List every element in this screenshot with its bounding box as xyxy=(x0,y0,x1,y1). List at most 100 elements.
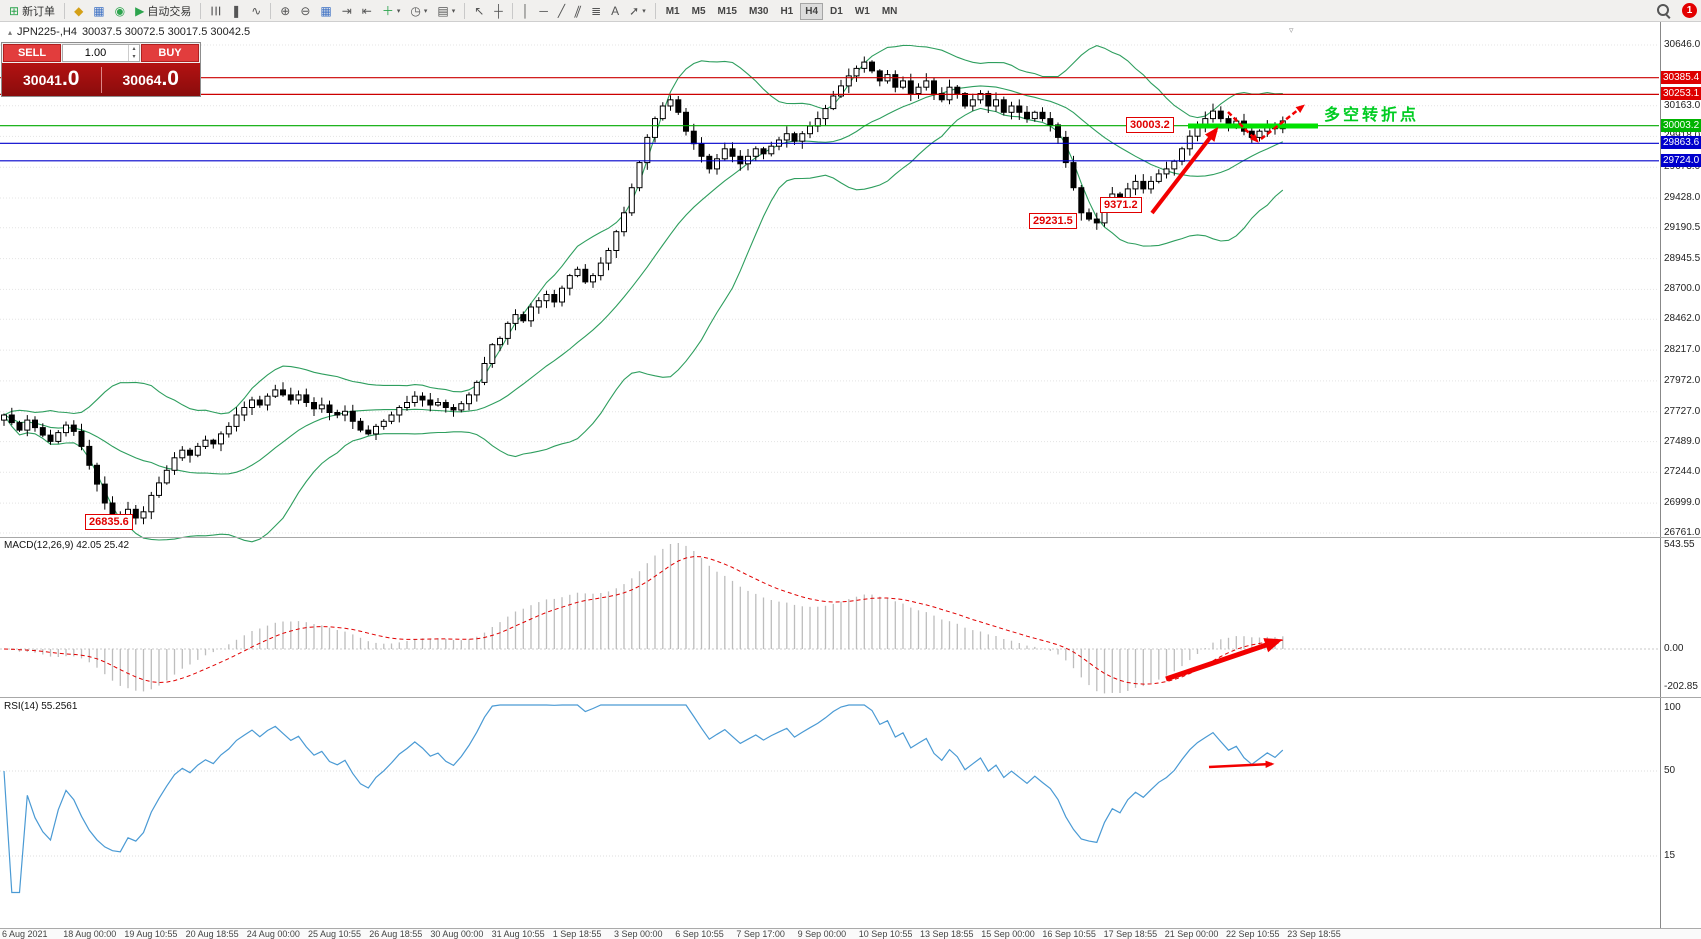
symbol-name: JPN225-,H4 xyxy=(17,26,77,38)
timeframe-W1[interactable]: W1 xyxy=(854,5,870,17)
annotation-breakout-price[interactable]: 30003.2 xyxy=(1126,117,1174,133)
price-tick: 27244.0 xyxy=(1664,466,1701,478)
channel-tool-button[interactable]: ∥ xyxy=(570,1,586,21)
data-window-button[interactable]: ▦ xyxy=(88,1,109,21)
new-order-button[interactable]: ⊞ 新订单 xyxy=(4,1,60,21)
buy-price[interactable]: 30064.0 xyxy=(102,62,201,97)
rsi-tick: 100 xyxy=(1664,702,1681,713)
price-tick: 28217.0 xyxy=(1664,344,1701,356)
chart-shift-button[interactable]: ⇤ xyxy=(357,1,377,21)
sell-price-main: 30041 xyxy=(23,72,62,88)
shapes-tool-button[interactable]: ➚ ▾ xyxy=(624,1,651,21)
price-tick: 28700.0 xyxy=(1664,283,1701,295)
level-lines-layer xyxy=(0,77,1659,162)
vertical-line-tool-button[interactable]: │ xyxy=(517,1,535,21)
panel-separator-macd[interactable] xyxy=(0,537,1701,538)
tile-windows-button[interactable]: ▦ xyxy=(315,1,336,21)
search-button[interactable] xyxy=(1651,1,1676,21)
notification-badge[interactable]: 1 xyxy=(1682,3,1697,18)
symbol-ohlc: 30037.5 30072.5 30017.5 30042.5 xyxy=(81,26,251,38)
time-tick: 18 Aug 00:00 xyxy=(63,929,117,939)
timeframe-D1[interactable]: D1 xyxy=(830,5,843,17)
time-tick: 17 Sep 18:55 xyxy=(1103,929,1158,939)
annotation-turning-point[interactable]: 多空转折点 xyxy=(1324,107,1420,124)
volume-input[interactable] xyxy=(63,47,128,59)
price-tick: 27727.0 xyxy=(1664,405,1701,417)
macd-tick: 543.55 xyxy=(1664,539,1695,550)
buy-price-main: 30064 xyxy=(122,72,162,88)
timeframe-M1[interactable]: M1 xyxy=(665,5,680,17)
indicators-button[interactable]: ＋ ▾ xyxy=(377,1,406,21)
time-tick: 13 Sep 18:55 xyxy=(920,929,974,939)
auto-scroll-icon: ⇥ xyxy=(341,3,352,18)
zoom-in-button[interactable]: ⊕ xyxy=(275,1,295,21)
crosshair-icon: ┼ xyxy=(494,3,503,18)
time-tick: 25 Aug 10:55 xyxy=(308,929,362,939)
time-tick: 23 Sep 18:55 xyxy=(1287,929,1341,939)
timeframe-M5[interactable]: M5 xyxy=(691,5,706,17)
time-axis[interactable]: 6 Aug 2021 18 Aug 00:00 19 Aug 10:55 20 Aug… xyxy=(0,928,1701,939)
price-tick: 30163.0 xyxy=(1664,99,1701,111)
symbol-header: ▴ JPN225-,H4 30037.5 30072.5 30017.5 300… xyxy=(8,26,250,38)
line-chart-mode-button[interactable]: ∿ xyxy=(246,1,266,21)
price-tick: 26761.0 xyxy=(1664,527,1701,538)
zoom-in-icon: ⊕ xyxy=(280,3,291,18)
panel-separator-rsi[interactable] xyxy=(0,697,1701,698)
timeframe-M15[interactable]: M15 xyxy=(717,5,737,17)
fibonacci-tool-button[interactable]: ≣ xyxy=(586,1,606,21)
time-tick: 6 Sep 10:55 xyxy=(675,929,724,939)
sell-price[interactable]: 30041.0 xyxy=(2,62,101,97)
rsi-layer xyxy=(3,704,1284,894)
cursor-tool-button[interactable]: ↖ xyxy=(469,1,489,21)
trade-prices-row: 30041.0 30064.0 xyxy=(2,63,200,96)
buy-button[interactable]: BUY xyxy=(141,44,199,62)
time-tick: 7 Sep 17:00 xyxy=(736,929,785,939)
templates-button[interactable]: ▤ ▾ xyxy=(432,1,460,21)
periods-button[interactable]: ◷ ▾ xyxy=(405,1,432,21)
price-tick: 29190.5 xyxy=(1664,221,1701,233)
time-tick: 1 Sep 18:55 xyxy=(552,929,602,939)
chevron-down-icon: ▾ xyxy=(451,7,456,15)
price-level-flag: 30385.4 xyxy=(1661,70,1701,84)
spinner-up-icon[interactable]: ▴ xyxy=(132,46,136,52)
clock-icon: ◷ xyxy=(410,3,421,18)
annotation-pullback-low[interactable]: 29231.5 xyxy=(1029,213,1077,229)
text-tool-button[interactable]: A xyxy=(606,1,624,21)
price-tick: 28462.0 xyxy=(1664,313,1701,325)
spinner-down-icon[interactable]: ▾ xyxy=(132,54,136,60)
horizontal-line-tool-button[interactable]: ─ xyxy=(534,1,553,21)
time-tick: 3 Sep 00:00 xyxy=(614,929,663,939)
annotation-swing-low[interactable]: 26835.6 xyxy=(85,514,133,530)
timeframe-H1[interactable]: H1 xyxy=(780,5,794,17)
timeframe-H4[interactable]: H4 xyxy=(800,2,824,20)
annotation-retrace-price[interactable]: 9371.2 xyxy=(1100,197,1142,213)
rsi-tick: 15 xyxy=(1664,850,1676,861)
autotrading-button[interactable]: ▶ 自动交易 xyxy=(130,1,196,21)
trendline-tool-button[interactable]: ╱ xyxy=(553,1,570,21)
navigator-button[interactable]: ◉ xyxy=(110,1,130,21)
macd-indicator-label: MACD(12,26,9) 42.05 25.42 xyxy=(4,540,130,551)
price-axis[interactable]: 30646.030163.029918.029673.029428.029190… xyxy=(1660,22,1701,928)
auto-scroll-button[interactable]: ⇥ xyxy=(337,1,357,21)
tile-windows-icon: ▦ xyxy=(320,3,332,18)
chevron-down-icon: ▾ xyxy=(396,7,401,15)
toolbar: ⊞ 新订单 ◆ ▦ ◉ ▶ 自动交易 ☰ ❚ ∿ ⊕ ⊖ ▦ ⇥ ⇤ ＋ ▾ ◷ ▾… xyxy=(0,0,1701,22)
horizontal-line-icon: ─ xyxy=(539,3,548,18)
bar-chart-mode-button[interactable]: ☰ xyxy=(205,1,226,21)
candlestick-mode-button[interactable]: ❚ xyxy=(226,1,246,21)
timeframe-group: M1 M5 M15 M30 H1 H4 D1 W1 MN xyxy=(660,2,904,20)
timeframe-M30[interactable]: M30 xyxy=(748,5,769,17)
autotrading-label: 自动交易 xyxy=(147,5,192,18)
zoom-out-button[interactable]: ⊖ xyxy=(295,1,315,21)
time-tick: 19 Aug 10:55 xyxy=(124,929,178,939)
toolbar-separator xyxy=(270,2,272,19)
time-tick: 20 Aug 18:55 xyxy=(185,929,239,939)
market-watch-button[interactable]: ◆ xyxy=(69,1,88,21)
crosshair-tool-button[interactable]: ┼ xyxy=(489,1,508,21)
price-level-flag: 29863.6 xyxy=(1661,136,1701,150)
time-tick: 15 Sep 00:00 xyxy=(981,929,1035,939)
trend-arrow xyxy=(1165,638,1283,682)
timeframe-MN[interactable]: MN xyxy=(881,5,898,17)
sell-button[interactable]: SELL xyxy=(3,44,61,62)
